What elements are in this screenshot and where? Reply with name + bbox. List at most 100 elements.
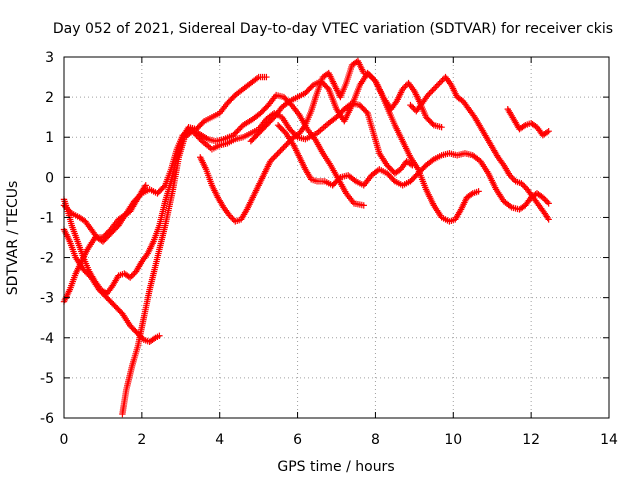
data-point-marker bbox=[281, 143, 289, 150]
x-tick-label: 2 bbox=[137, 432, 146, 448]
data-point-marker bbox=[199, 119, 207, 126]
x-tick-label: 4 bbox=[215, 432, 224, 448]
data-point-marker bbox=[545, 216, 552, 223]
data-point-marker bbox=[544, 214, 551, 222]
data-point-marker bbox=[271, 153, 278, 160]
data-point-marker bbox=[230, 132, 237, 139]
x-tick-label: 6 bbox=[293, 432, 302, 448]
data-point-marker bbox=[430, 85, 438, 93]
data-point-marker bbox=[275, 149, 283, 156]
data-point-marker bbox=[510, 176, 518, 184]
data-point-marker bbox=[545, 128, 552, 135]
series-track-4 bbox=[60, 182, 149, 305]
data-point-marker bbox=[518, 180, 525, 187]
data-point-marker bbox=[129, 271, 137, 278]
data-point-marker bbox=[507, 173, 515, 181]
data-point-marker bbox=[160, 183, 168, 190]
data-point-marker bbox=[407, 101, 414, 109]
data-point-marker bbox=[520, 122, 528, 130]
data-point-marker bbox=[324, 84, 331, 91]
data-point-marker bbox=[141, 183, 148, 191]
y-tick-label: 1 bbox=[45, 130, 54, 146]
data-point-marker bbox=[156, 332, 163, 339]
y-tick-label: 3 bbox=[45, 50, 54, 66]
data-point-marker bbox=[232, 129, 240, 136]
series-track-5 bbox=[60, 73, 270, 297]
x-tick-label: 8 bbox=[371, 432, 380, 448]
x-axis-label: GPS time / hours bbox=[277, 459, 394, 475]
data-point-marker bbox=[267, 158, 274, 165]
data-point-marker bbox=[390, 176, 397, 184]
data-point-marker bbox=[270, 155, 277, 162]
data-point-marker bbox=[142, 182, 149, 189]
data-point-marker bbox=[128, 272, 135, 280]
data-point-marker bbox=[229, 215, 236, 222]
data-point-marker bbox=[438, 123, 445, 131]
x-tick-label: 12 bbox=[522, 432, 540, 448]
data-point-marker bbox=[433, 82, 440, 90]
y-tick-label: -5 bbox=[40, 371, 54, 387]
data-point-marker bbox=[234, 127, 241, 135]
data-point-marker bbox=[435, 81, 442, 88]
data-point-marker bbox=[426, 90, 433, 97]
series-track-9 bbox=[407, 73, 552, 223]
data-point-marker bbox=[278, 146, 286, 153]
data-point-marker bbox=[230, 216, 238, 224]
x-tick-label: 0 bbox=[60, 432, 69, 448]
data-point-marker bbox=[137, 333, 145, 340]
data-point-marker bbox=[139, 335, 146, 342]
data-point-marker bbox=[308, 83, 316, 90]
data-point-marker bbox=[150, 335, 158, 342]
x-tick-label: 14 bbox=[600, 432, 618, 448]
data-point-marker bbox=[272, 152, 280, 159]
data-point-marker bbox=[436, 79, 443, 87]
data-point-marker bbox=[544, 198, 551, 206]
data-point-marker bbox=[432, 84, 439, 91]
data-point-marker bbox=[126, 274, 134, 281]
data-point-marker bbox=[539, 194, 547, 201]
data-point-marker bbox=[427, 88, 435, 96]
data-point-marker bbox=[280, 144, 287, 151]
data-point-marker bbox=[399, 85, 406, 93]
data-point-marker bbox=[506, 172, 513, 179]
series-track-1 bbox=[119, 99, 416, 418]
data-point-marker bbox=[136, 332, 143, 339]
y-tick-label: -2 bbox=[40, 251, 54, 267]
data-point-marker bbox=[437, 78, 445, 85]
y-tick-label: 0 bbox=[45, 170, 54, 186]
data-point-marker bbox=[134, 330, 142, 337]
data-point-marker bbox=[541, 195, 548, 203]
data-point-marker bbox=[424, 91, 432, 99]
data-point-marker bbox=[509, 175, 516, 182]
series-track-7 bbox=[247, 69, 445, 145]
x-tick-label: 10 bbox=[444, 432, 462, 448]
data-point-marker bbox=[335, 175, 343, 182]
y-tick-label: -1 bbox=[40, 210, 54, 226]
data-point-marker bbox=[277, 147, 284, 154]
data-point-marker bbox=[263, 73, 270, 81]
data-point-marker bbox=[227, 213, 235, 221]
y-axis-label: SDTVAR / TECUs bbox=[5, 181, 21, 296]
data-point-marker bbox=[544, 129, 551, 136]
data-point-marker bbox=[237, 124, 244, 132]
data-point-marker bbox=[360, 202, 367, 209]
y-tick-label: -3 bbox=[40, 291, 54, 307]
chart-title: Day 052 of 2021, Sidereal Day-to-day VTE… bbox=[53, 21, 613, 37]
data-point-marker bbox=[133, 329, 140, 336]
data-point-marker bbox=[197, 136, 205, 144]
data-point-marker bbox=[226, 212, 233, 219]
data-point-marker bbox=[429, 87, 436, 94]
y-tick-label: -4 bbox=[40, 331, 54, 347]
y-tick-label: -6 bbox=[40, 411, 54, 427]
series-track-10 bbox=[504, 105, 552, 139]
data-point-marker bbox=[468, 191, 475, 198]
data-point-marker bbox=[475, 188, 482, 195]
data-point-marker bbox=[268, 156, 275, 163]
data-point-marker bbox=[519, 181, 527, 189]
data-point-marker bbox=[283, 141, 290, 148]
data-point-marker bbox=[408, 103, 416, 110]
y-tick-label: 2 bbox=[45, 90, 54, 106]
series-track-3 bbox=[60, 226, 163, 345]
data-point-marker bbox=[542, 197, 549, 204]
